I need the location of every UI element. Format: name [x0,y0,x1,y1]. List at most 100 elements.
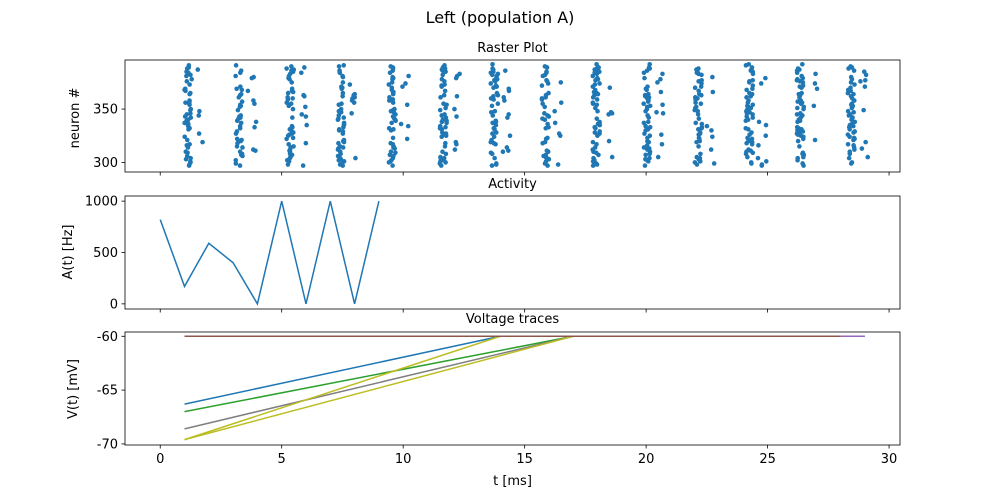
spike-point [506,86,512,92]
spike-point [488,150,494,156]
spike-point [390,74,395,80]
spike-point [438,154,443,160]
spike-point [290,106,296,112]
spike-point [848,85,853,91]
spike-point [398,121,404,127]
spike-point [388,64,394,69]
spike-point [489,103,495,109]
spike-point [750,77,755,83]
spike-point [188,111,193,116]
spike-point [750,102,756,108]
spike-point [748,160,754,165]
spike-point [238,84,243,89]
activity-series [159,200,380,306]
spike-point [185,137,190,143]
spike-point [590,100,596,105]
spike-point [437,123,443,129]
spike-point [189,76,194,82]
spike-point [643,152,648,158]
spike-point [303,114,309,119]
spike-point [592,82,598,87]
spike-point [440,149,445,155]
spike-point [692,85,698,91]
spike-point [845,132,851,137]
spike-point [400,84,405,89]
voltage-traces-panel: Voltage traces V(t) [mV] 0 5 10 15 20 25 30 -60… [66,312,901,489]
spike-point [403,81,408,86]
spike-point [859,146,865,151]
spike-point [556,131,562,136]
spike-point [543,152,549,158]
spike-point [699,124,705,130]
spike-point [238,68,244,73]
spike-point [704,123,710,129]
activity-frame [124,195,901,310]
spike-point [386,82,392,87]
spike-point [594,75,600,81]
spike-point [795,138,801,144]
raster-plot-title: Raster Plot [477,41,548,56]
spike-point [645,119,651,125]
spike-point [591,155,596,161]
spike-point [852,82,857,87]
spike-point [862,84,868,89]
activity-panel: Activity A(t) [Hz] 0 500 1000 [61,177,901,313]
spike-point [237,149,243,155]
spike-point [647,155,652,161]
spike-point [811,103,817,109]
spike-point [492,108,498,114]
spike-point [234,129,240,134]
spike-point [388,140,393,146]
spike-point [187,141,192,147]
spike-point [642,163,648,168]
spike-point [347,82,353,87]
spike-point [388,149,394,155]
spike-point [299,70,304,76]
spike-point [493,118,499,124]
spike-point [692,160,698,165]
spike-point [387,95,392,100]
spike-point [851,109,856,115]
spike-point [848,74,854,80]
spike-point [303,140,309,146]
raster-plot-panel: Raster Plot neuron # 300 350 [68,41,901,176]
spike-point [847,149,853,155]
spike-point [756,143,761,148]
spike-point [200,139,205,145]
spike-point [441,101,446,107]
spike-point [865,154,871,160]
spike-point [341,137,347,143]
spike-point [404,136,410,142]
spike-point [341,115,347,120]
spike-point [304,122,310,128]
spike-point [693,120,699,126]
spike-point [763,159,769,164]
spike-point [645,84,650,89]
spike-point [749,136,755,142]
spike-point [597,129,602,134]
spike-point [846,155,852,161]
spike-point [234,136,240,142]
spike-point [290,96,295,101]
spike-point [188,106,194,112]
y-tick-label: -65 [97,384,118,399]
spike-point [698,101,704,107]
spike-point [182,134,187,140]
spike-point [693,100,698,105]
spike-point [352,91,358,97]
spike-point [183,100,188,105]
spike-point [284,66,289,71]
spike-point [606,138,612,144]
spike-point [340,73,345,79]
spike-point [845,108,851,114]
spike-point [849,160,855,165]
spike-point [812,81,818,86]
activity-axis-ticks: 0 500 1000 [85,195,890,313]
spike-point [442,112,447,117]
spike-point [488,81,494,86]
spike-point [340,80,346,85]
spike-point [186,63,192,68]
spike-point [595,108,600,114]
spike-point [506,112,511,117]
spike-point [795,66,801,71]
